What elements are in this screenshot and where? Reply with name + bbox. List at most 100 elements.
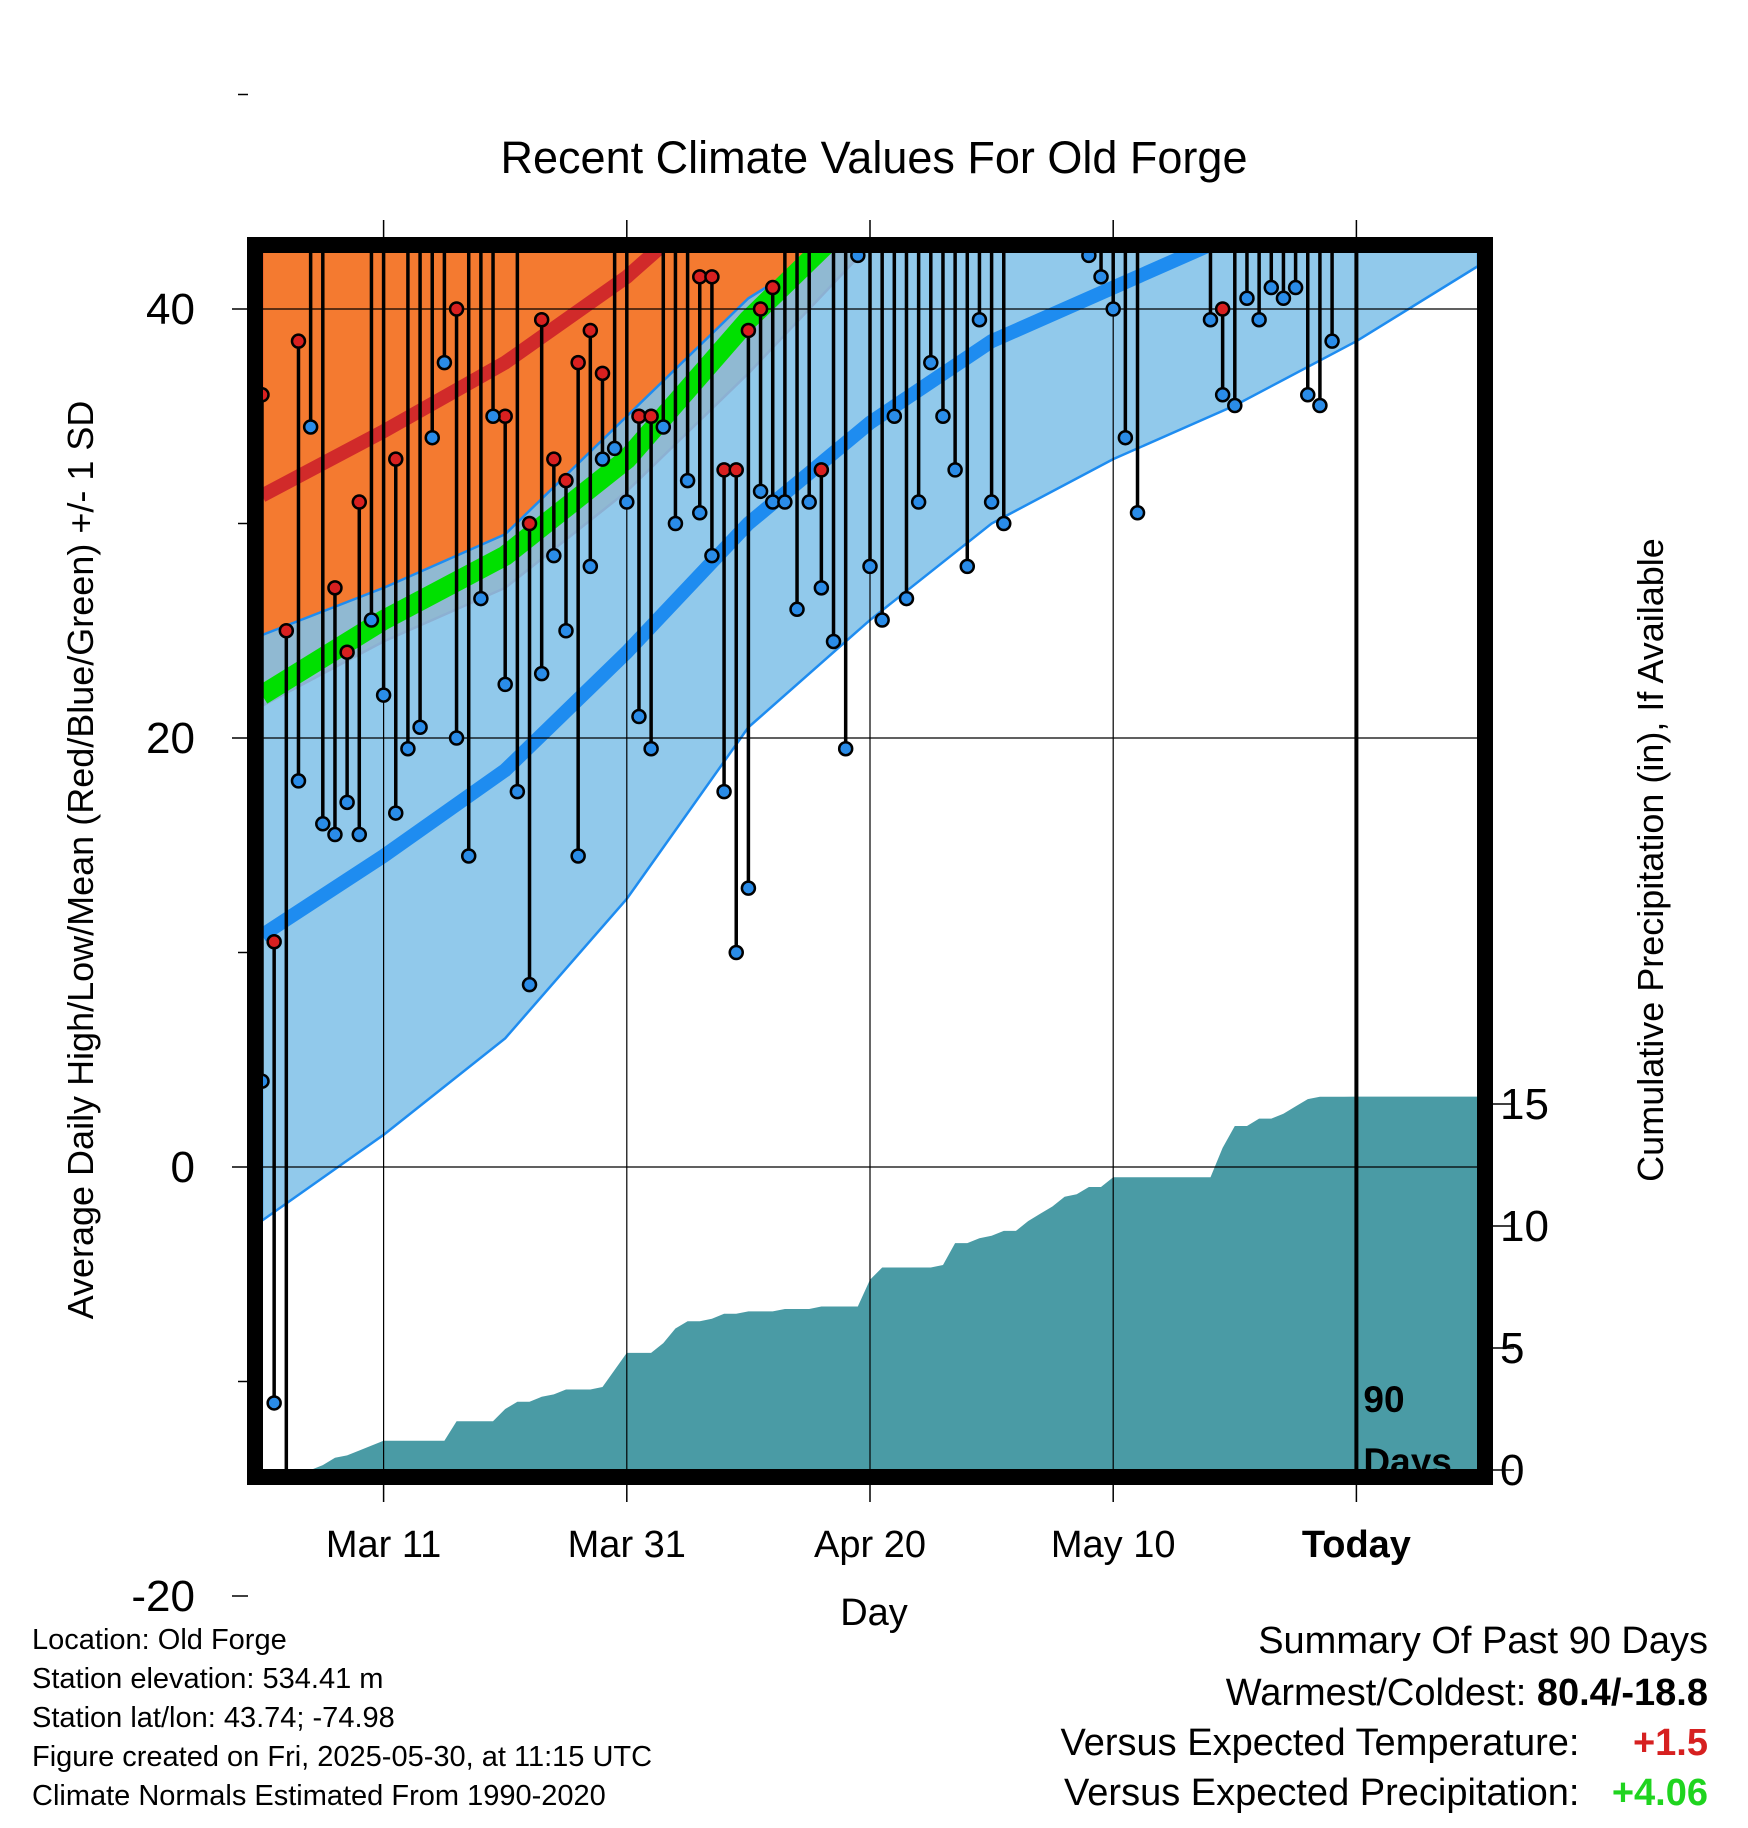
- high-point: [290, 333, 307, 349]
- chart-title: Recent Climate Values For Old Forge: [501, 132, 1248, 183]
- footer-latlon: Station lat/lon: 43.74; -74.98: [32, 1702, 395, 1734]
- low-point: [412, 719, 428, 736]
- low-point: [533, 665, 550, 682]
- low-point: [850, 252, 866, 264]
- low-point: [521, 976, 538, 993]
- low-point: [1009, 45, 1022, 58]
- high-point: [316, 217, 329, 230]
- normal-high-line: [262, 252, 666, 502]
- high-point: [388, 451, 404, 467]
- low-point: [436, 354, 453, 371]
- summary-temp-value: +1.5: [1632, 1722, 1708, 1764]
- low-point: [619, 494, 635, 510]
- y-tick-label: 40: [146, 285, 195, 334]
- low-point: [400, 740, 416, 757]
- low-point: [448, 730, 465, 746]
- low-point: [1338, 163, 1351, 176]
- low-point: [594, 451, 611, 467]
- low-point: [1300, 387, 1316, 403]
- low-point: [910, 494, 927, 510]
- footer-normals: Climate Normals Estimated From 1990-2020: [32, 1780, 606, 1812]
- high-point: [1228, 109, 1241, 122]
- high-point: [1204, 45, 1217, 58]
- low-point: [874, 612, 890, 628]
- low-point: [558, 623, 574, 639]
- low-point: [825, 633, 842, 650]
- high-point: [803, 34, 816, 47]
- summary-temp-label: Versus Expected Temperature:: [1060, 1722, 1580, 1764]
- low-point: [813, 580, 830, 596]
- low-point: [1312, 397, 1328, 414]
- summary-warm-cold-value: 80.4/-18.8: [1536, 1672, 1708, 1714]
- low-point: [388, 805, 404, 821]
- low-point: [497, 676, 513, 693]
- y2-tick-label: 10: [1500, 1202, 1549, 1251]
- y-axis-title: Average Daily High/Low/Mean (Red/Blue/Gr…: [60, 401, 101, 1320]
- high-point: [1240, 67, 1253, 80]
- low-point: [606, 440, 623, 457]
- high-point: [401, 174, 414, 187]
- high-point: [608, 88, 621, 101]
- high-point: [365, 163, 378, 176]
- high-point: [728, 462, 744, 478]
- x-tick-label: Today: [1302, 1524, 1411, 1566]
- high-point: [1277, 120, 1290, 133]
- summary-warm-cold-label: Warmest/Coldest:: [1225, 1672, 1527, 1714]
- footer-elevation: Station elevation: 534.41 m: [32, 1663, 384, 1695]
- low-point: [327, 826, 343, 843]
- summary-precip-label: Versus Expected Precipitation:: [1064, 1772, 1580, 1814]
- low-point: [643, 740, 659, 757]
- high-point: [448, 301, 465, 317]
- footer-created: Figure created on Fri, 2025-05-30, at 11…: [32, 1741, 653, 1773]
- low-point: [947, 462, 963, 478]
- low-point: [424, 429, 440, 446]
- y2-tick-label: 5: [1500, 1324, 1524, 1373]
- low-point: [351, 826, 368, 843]
- x-axis-title: Day: [840, 1592, 908, 1634]
- high-point: [582, 322, 599, 339]
- low-point: [473, 590, 489, 607]
- high-point: [262, 387, 270, 403]
- low-point: [996, 515, 1012, 532]
- y2-tick-label: 0: [1500, 1446, 1524, 1495]
- low-point: [1324, 333, 1340, 349]
- high-point: [1289, 0, 1302, 4]
- low-point: [280, 1568, 293, 1581]
- high-point: [438, 13, 451, 26]
- normal-mean-line: [262, 252, 833, 704]
- y2-axis-title: Cumulative Precipitation (in), If Availa…: [1630, 538, 1671, 1182]
- low-point: [375, 687, 392, 703]
- x-tick-label: May 10: [1051, 1524, 1176, 1566]
- low-point: [460, 848, 477, 864]
- summary-precip-value: +4.06: [1611, 1772, 1708, 1814]
- low-point: [1117, 429, 1134, 446]
- high-point: [339, 644, 355, 660]
- high-point: [888, 13, 901, 26]
- low-point: [290, 773, 307, 789]
- low-point: [728, 944, 744, 961]
- low-point: [546, 547, 562, 564]
- y2-tick-label: 15: [1500, 1080, 1549, 1129]
- low-point: [1263, 279, 1280, 296]
- low-point: [1214, 387, 1231, 403]
- low-point: [315, 816, 331, 832]
- high-point: [533, 311, 550, 328]
- low-point: [716, 783, 732, 800]
- low-point: [655, 419, 672, 435]
- low-point: [1129, 505, 1146, 521]
- low-point: [789, 601, 805, 618]
- summary-title: Summary Of Past 90 Days: [1258, 1620, 1708, 1662]
- high-point: [1253, 152, 1266, 165]
- high-point: [740, 322, 757, 339]
- low-point: [1227, 397, 1243, 414]
- high-point: [304, 174, 317, 187]
- low-point: [1251, 311, 1267, 328]
- low-point: [1180, 109, 1193, 122]
- high-point: [1265, 120, 1278, 133]
- high-point: [594, 365, 611, 382]
- low-point: [570, 848, 586, 864]
- low-point: [752, 483, 769, 500]
- low-point: [631, 708, 647, 725]
- high-point: [778, 24, 791, 37]
- low-point: [692, 505, 708, 521]
